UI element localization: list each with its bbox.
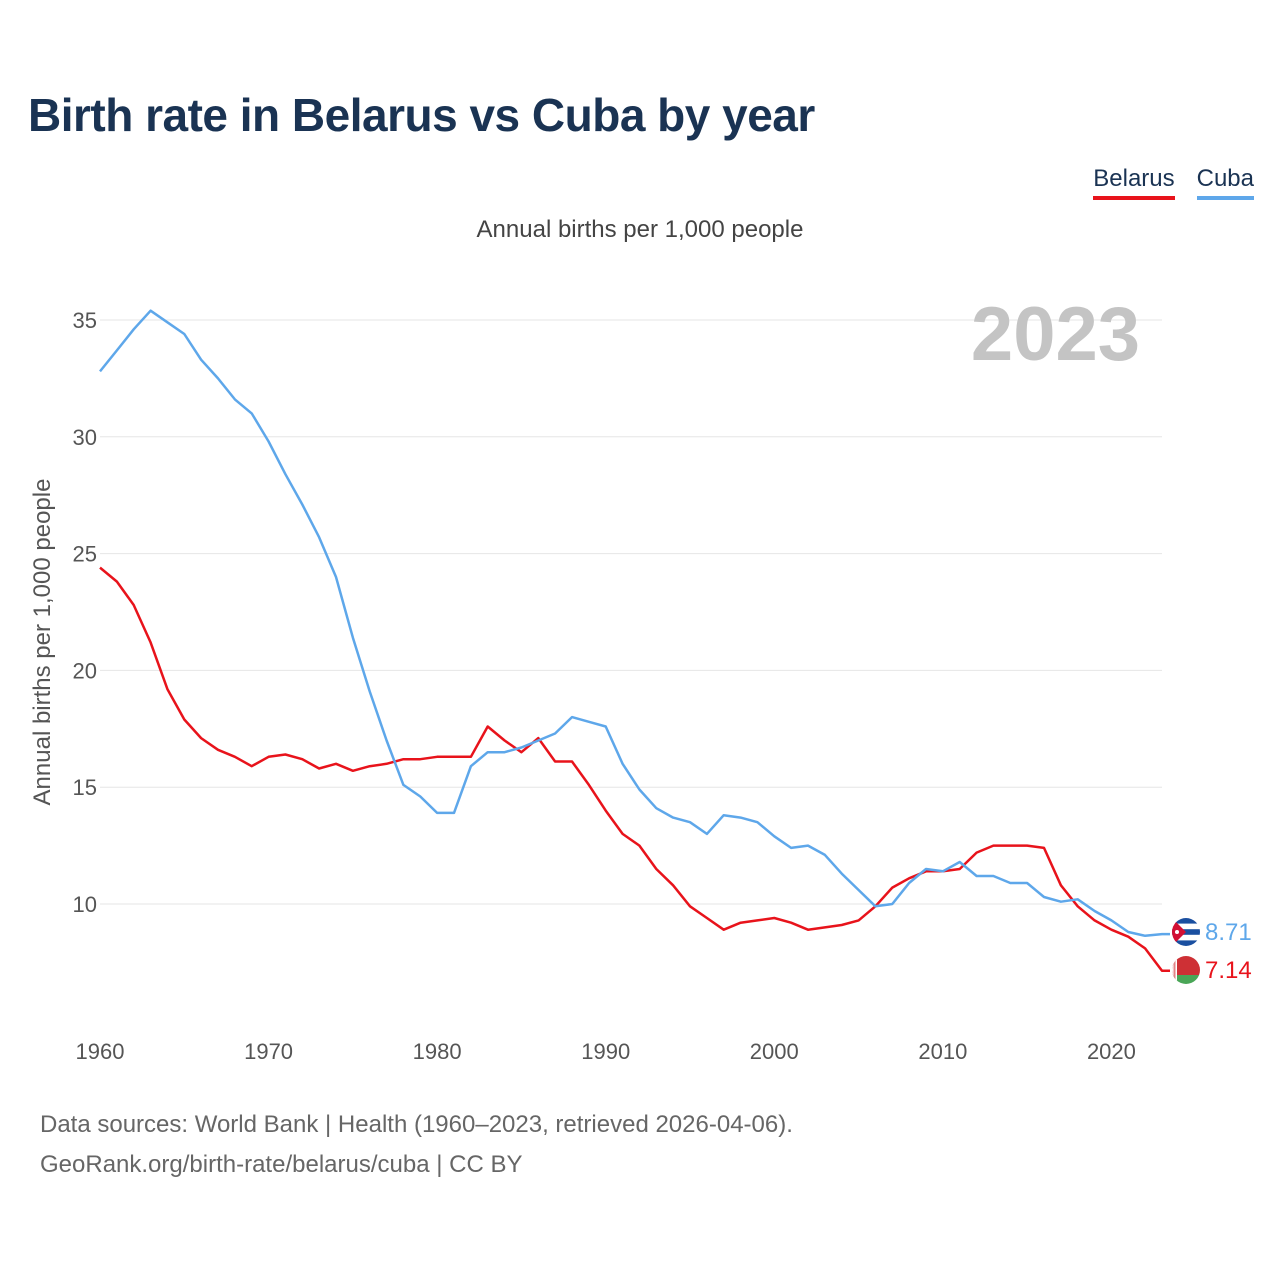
chart-title: Birth rate in Belarus vs Cuba by year <box>28 89 815 141</box>
x-axis: 1960 1970 1980 1990 2000 2010 2020 <box>76 1039 1136 1064</box>
x-tick-label: 2000 <box>750 1039 799 1064</box>
cuba-flag-icon <box>1172 918 1200 946</box>
y-tick-label: 10 <box>73 892 97 917</box>
grid <box>100 319 1162 905</box>
legend: Belarus Cuba <box>1093 165 1254 200</box>
footer-source: Data sources: World Bank | Health (1960–… <box>40 1111 793 1138</box>
footer-url[interactable]: GeoRank.org/birth-rate/belarus/cuba | CC… <box>40 1151 523 1178</box>
legend-item-belarus[interactable]: Belarus <box>1093 165 1175 200</box>
x-tick-label: 1990 <box>581 1039 630 1064</box>
belarus-end-value: 7.14 <box>1205 957 1252 984</box>
series-line-belarus[interactable] <box>99 566 1170 973</box>
x-tick-label: 2020 <box>1087 1039 1136 1064</box>
y-tick-label: 25 <box>73 542 97 567</box>
x-tick-label: 1960 <box>76 1039 125 1064</box>
y-axis: 10 15 20 25 30 35 <box>73 308 97 917</box>
chart-subtitle: Annual births per 1,000 people <box>476 216 804 243</box>
year-label: 2023 <box>971 292 1140 377</box>
series <box>99 309 1170 973</box>
legend-item-cuba[interactable]: Cuba <box>1196 165 1254 200</box>
x-tick-label: 1980 <box>413 1039 462 1064</box>
footer: Data sources: World Bank | Health (1960–… <box>40 1105 793 1185</box>
cuba-end-value: 8.71 <box>1205 919 1252 946</box>
belarus-flag-icon <box>1172 956 1200 984</box>
y-axis-label: Annual births per 1,000 people <box>29 479 56 806</box>
y-tick-label: 30 <box>73 425 97 450</box>
x-tick-label: 1970 <box>244 1039 293 1064</box>
y-tick-label: 35 <box>73 308 97 333</box>
x-tick-label: 2010 <box>918 1039 967 1064</box>
y-tick-label: 20 <box>73 658 97 683</box>
series-line-cuba[interactable] <box>99 309 1170 938</box>
y-tick-label: 15 <box>73 775 97 800</box>
